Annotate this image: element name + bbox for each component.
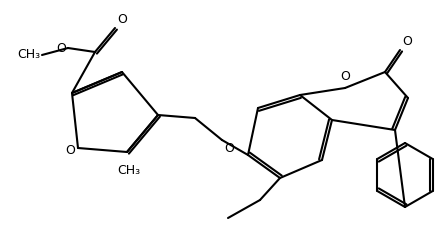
Text: O: O bbox=[224, 142, 234, 155]
Text: O: O bbox=[117, 13, 127, 26]
Text: O: O bbox=[56, 41, 66, 55]
Text: O: O bbox=[65, 143, 75, 157]
Text: CH₃: CH₃ bbox=[17, 48, 40, 62]
Text: CH₃: CH₃ bbox=[117, 164, 141, 177]
Text: O: O bbox=[402, 35, 412, 48]
Text: O: O bbox=[340, 70, 350, 83]
